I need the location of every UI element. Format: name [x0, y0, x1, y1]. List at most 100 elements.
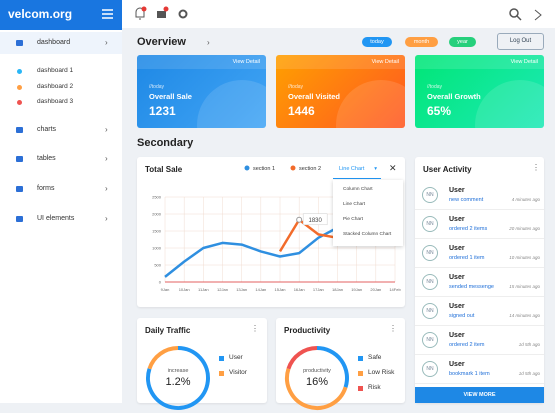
- total-sale-card: Total Sale section 1 section 2 0 500 1000 150…: [137, 157, 405, 307]
- menu-toggle[interactable]: [102, 9, 113, 19]
- settings-icon[interactable]: [178, 9, 188, 19]
- menu-item[interactable]: tables: [37, 155, 56, 162]
- more-icon[interactable]: ⋮: [251, 324, 259, 333]
- more-icon[interactable]: ⋮: [389, 324, 397, 333]
- submenu-item[interactable]: dashboard 2: [37, 82, 74, 90]
- activity-time: 14 minutes ago: [509, 313, 540, 318]
- period: //today: [427, 84, 443, 90]
- dropdown-option[interactable]: Stacked Column Chart: [343, 232, 392, 237]
- user-action: signed out: [449, 313, 475, 319]
- user-name: User: [449, 274, 465, 281]
- tooltip: [302, 213, 328, 226]
- user-name: User: [449, 332, 465, 339]
- mail-icon[interactable]: [157, 11, 166, 18]
- user-action: sended messenge: [449, 284, 494, 290]
- x-tick-label: 11Jan: [198, 287, 209, 292]
- user-name: User: [449, 303, 465, 310]
- avatar: NN: [422, 216, 438, 232]
- chart-type-select[interactable]: Line Chart ▾: [333, 159, 381, 179]
- submenu-item[interactable]: dashboard 1: [37, 67, 74, 74]
- section-title: Secondary: [137, 137, 194, 149]
- productivity-card: Productivity ⋮ productivity 16% Safe Low Risk…: [276, 318, 405, 410]
- filter-today[interactable]: today: [362, 37, 392, 47]
- legend-swatch: [219, 356, 224, 361]
- stat-card: View Detail //today Overall Sale 1231: [137, 55, 266, 128]
- user-action: ordered 2 items: [449, 226, 488, 232]
- menu-icon: [16, 40, 23, 46]
- legend-label: Risk: [368, 384, 381, 391]
- menu-item[interactable]: dashboard: [37, 39, 71, 46]
- more-icon[interactable]: ⋮: [532, 163, 540, 172]
- legend-swatch: [358, 356, 363, 361]
- chevron: ›: [105, 125, 108, 134]
- filter-year[interactable]: year: [449, 37, 476, 47]
- activity-time: 1d 5th ago: [518, 371, 540, 376]
- activity-item[interactable]: NN User ordered 2 item 1d 5th ago: [415, 327, 544, 355]
- avatar: NN: [422, 274, 438, 290]
- submenu-dot: [17, 100, 22, 105]
- menu-icon: [16, 186, 23, 192]
- dropdown-option[interactable]: Pie Chart: [343, 217, 363, 222]
- y-tick-label: 2500: [152, 195, 162, 200]
- chevron: ›: [105, 214, 108, 223]
- y-tick-label: 0: [159, 280, 162, 285]
- search-icon[interactable]: [509, 8, 519, 18]
- bell-icon[interactable]: [135, 7, 145, 20]
- user-activity-card: User Activity ⋮ NN User new comment 4 minut…: [415, 157, 544, 403]
- card-value: 1231: [149, 104, 176, 118]
- expand-icon[interactable]: [534, 9, 542, 21]
- view-detail[interactable]: View Detail: [371, 59, 399, 65]
- dropdown-option[interactable]: Line Chart: [343, 202, 366, 207]
- card-header: [137, 55, 266, 69]
- legend-label: section 2: [299, 166, 321, 172]
- user-action: new comment: [449, 197, 484, 203]
- filter-month[interactable]: month: [405, 37, 438, 47]
- view-detail[interactable]: View Detail: [510, 59, 538, 65]
- activity-item[interactable]: NN User new comment 4 minutes ago: [415, 182, 544, 210]
- menu-item[interactable]: forms: [37, 185, 55, 192]
- card-header: [415, 55, 544, 69]
- card-title: Total Sale: [145, 165, 183, 174]
- brand-bar: velcom.org: [0, 0, 122, 30]
- card-decoration: [197, 80, 266, 128]
- avatar: NN: [422, 187, 438, 203]
- user-action: ordered 2 item: [449, 342, 485, 348]
- card-title: Productivity: [284, 326, 331, 335]
- legend-swatch: [358, 371, 363, 376]
- badge: [141, 6, 147, 12]
- chevron: ›: [105, 184, 108, 193]
- submenu-item[interactable]: dashboard 3: [37, 98, 74, 105]
- donut-arc: [285, 368, 348, 410]
- activity-item[interactable]: NN User ordered 2 items 20 minutes ago: [415, 211, 544, 239]
- activity-time: 1d 5th ago: [518, 342, 540, 347]
- activity-item[interactable]: NN User bookmark 1 item 1d 5th ago: [415, 356, 544, 384]
- x-tick-label: 16Jan: [294, 287, 305, 292]
- legend-swatch: [358, 386, 363, 391]
- activity-item[interactable]: NN User ordered 1 item 10 minutes ago: [415, 240, 544, 268]
- card-title: Overall Sale: [149, 92, 192, 101]
- x-tick-label: 14Jan: [255, 287, 266, 292]
- activity-item[interactable]: NN User signed out 14 minutes ago: [415, 298, 544, 326]
- menu-item[interactable]: charts: [37, 126, 57, 133]
- donut-arc: [147, 346, 179, 370]
- close-button[interactable]: ✕: [389, 163, 397, 173]
- x-tick-label: 10Jan: [179, 287, 190, 292]
- chevron: ›: [105, 154, 108, 163]
- view-detail[interactable]: View Detail: [232, 59, 260, 65]
- dropdown-option[interactable]: Column Chart: [343, 187, 373, 192]
- menu-item[interactable]: UI elements: [37, 215, 75, 222]
- legend-label: Safe: [368, 354, 382, 361]
- chevron: ›: [105, 38, 108, 47]
- tooltip-point: [296, 216, 303, 223]
- logout-button[interactable]: Log Out: [497, 33, 544, 50]
- activity-item[interactable]: NN User sended messenge 15 minutes ago: [415, 269, 544, 297]
- view-more-button[interactable]: VIEW MORE: [415, 387, 544, 403]
- user-name: User: [449, 361, 465, 368]
- y-tick-label: 500: [154, 263, 161, 268]
- x-tick-label: 20Jan: [370, 287, 381, 292]
- user-action: bookmark 1 item: [449, 371, 490, 377]
- activity-time: 10 minutes ago: [509, 255, 540, 260]
- legend-label: Visitor: [229, 369, 247, 376]
- dropdown-menu: Column Chart Line Chart Pie Chart Stacked C…: [333, 180, 403, 246]
- card-header: [276, 55, 405, 69]
